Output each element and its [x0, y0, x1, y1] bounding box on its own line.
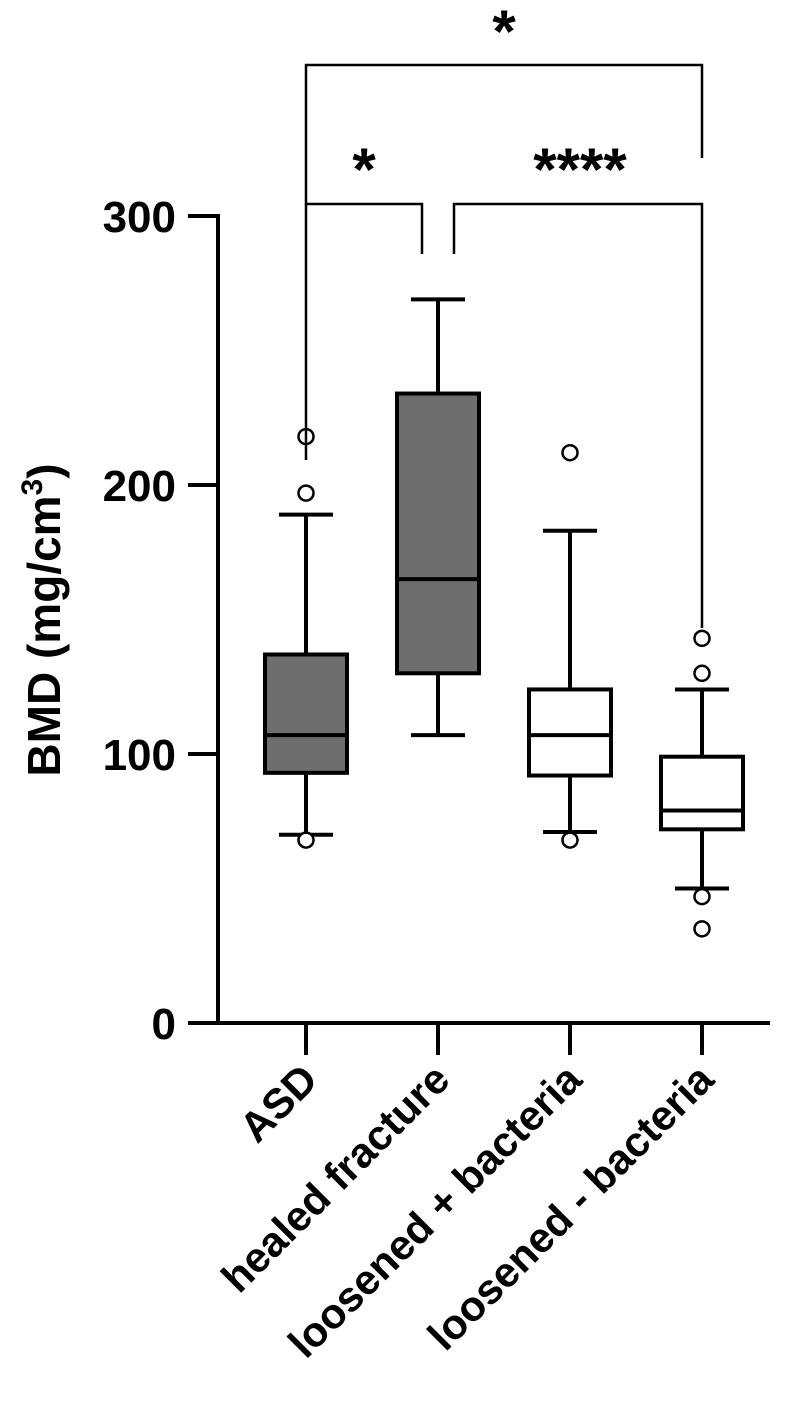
y-tick-label: 300 — [103, 193, 176, 242]
box-group — [659, 629, 745, 938]
significance-label: **** — [533, 136, 627, 203]
outlier-point — [693, 629, 711, 648]
outlier-point — [561, 443, 579, 462]
bracket-asd-loosened-minus — [304, 63, 704, 158]
significance-brackets: * ***** — [304, 0, 704, 628]
bracket-healed-loosened-minus — [452, 202, 704, 628]
x-tick-label: ASD — [230, 1055, 326, 1151]
y-axis-label: BMD (mg/cm3) — [16, 463, 70, 776]
outlier-point — [693, 664, 711, 683]
significance-label: * — [492, 0, 516, 65]
significance-label: * — [352, 136, 376, 203]
box-group — [263, 427, 349, 849]
box-iqr — [659, 754, 745, 832]
y-tick-label: 0 — [152, 1000, 176, 1049]
box-iqr — [395, 391, 481, 676]
box-group — [527, 443, 613, 849]
outlier-point — [693, 920, 711, 938]
outlier-point — [561, 831, 579, 849]
outlier-point — [297, 831, 315, 849]
box-iqr — [527, 687, 613, 778]
box-group — [395, 297, 481, 738]
bracket-asd-healed — [304, 158, 424, 254]
x-tick-label: healed fracture — [212, 1055, 458, 1301]
y-tick-label: 100 — [103, 731, 176, 780]
y-axis: 0 100 200 300 — [103, 193, 220, 1049]
outlier-point — [693, 887, 711, 906]
box-iqr — [263, 652, 349, 775]
outlier-point — [297, 484, 315, 502]
y-tick-label: 200 — [103, 462, 176, 511]
boxes — [263, 297, 745, 938]
